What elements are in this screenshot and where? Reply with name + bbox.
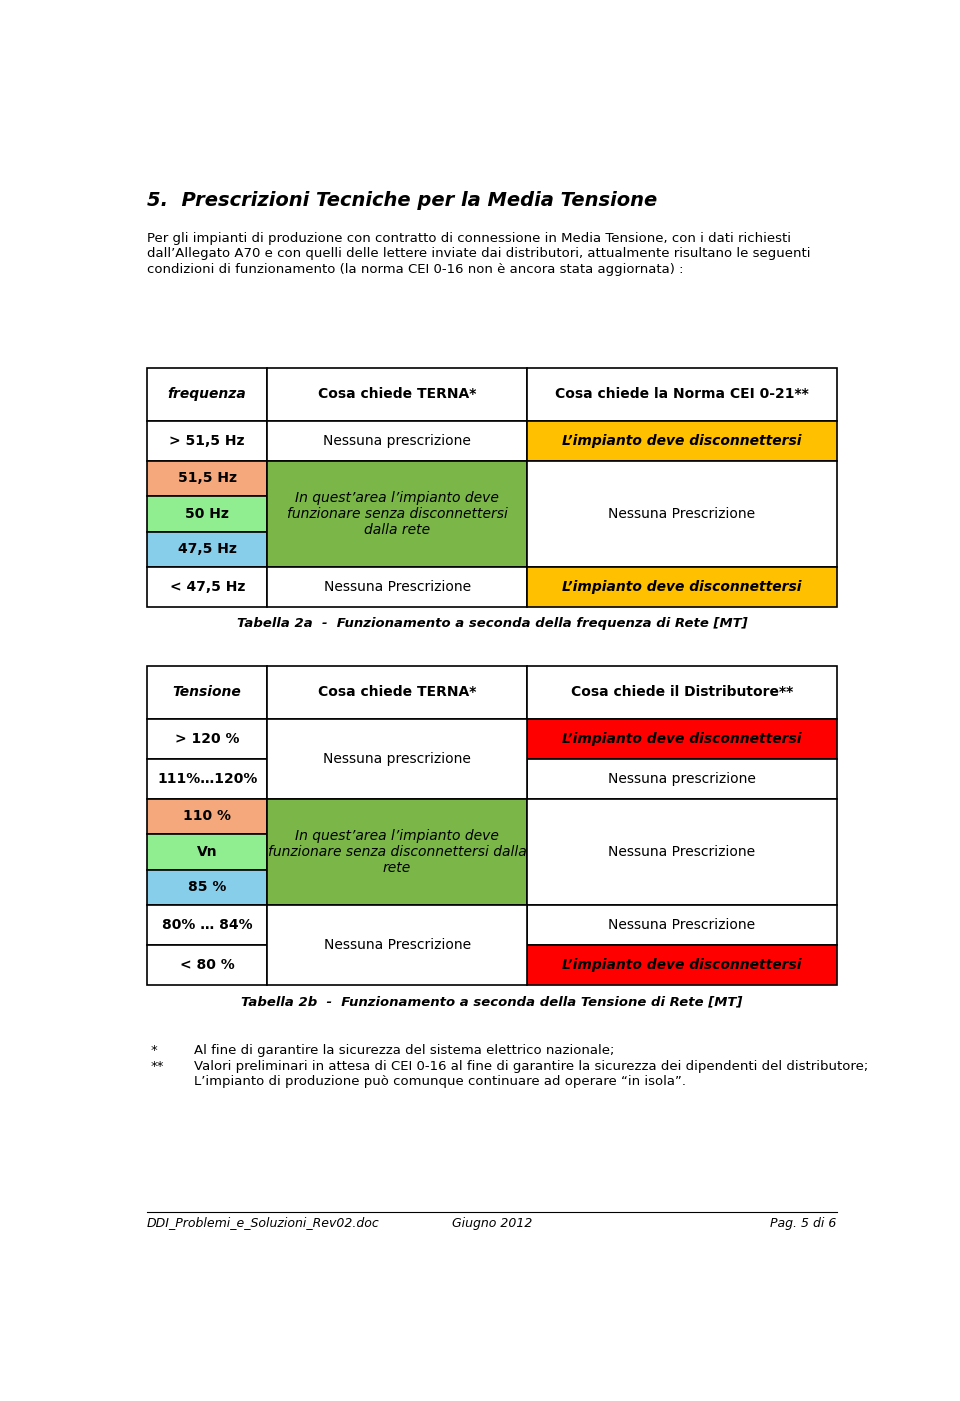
Bar <box>267 368 527 420</box>
Bar <box>527 905 837 946</box>
Bar <box>147 834 267 870</box>
Text: 50 Hz: 50 Hz <box>185 507 229 521</box>
Text: Cosa chiede TERNA*: Cosa chiede TERNA* <box>318 388 476 402</box>
Bar <box>147 461 267 496</box>
Bar <box>147 420 267 461</box>
Text: Tabella 2b  -  Funzionamento a seconda della Tensione di Rete [MT]: Tabella 2b - Funzionamento a seconda del… <box>241 996 743 1009</box>
Bar <box>147 368 267 420</box>
Text: Al fine di garantire la sicurezza del sistema elettrico nazionale;: Al fine di garantire la sicurezza del si… <box>194 1044 614 1058</box>
Text: > 120 %: > 120 % <box>175 731 239 745</box>
Text: 111%…120%: 111%…120% <box>157 772 257 786</box>
Text: 51,5 Hz: 51,5 Hz <box>178 471 237 485</box>
Bar <box>527 719 837 759</box>
Text: condizioni di funzionamento (la norma CEI 0-16 non è ancora stata aggiornata) :: condizioni di funzionamento (la norma CE… <box>147 263 684 276</box>
Bar <box>527 368 837 420</box>
Text: L’impianto di produzione può comunque continuare ad operare “in isola”.: L’impianto di produzione può comunque co… <box>194 1075 685 1089</box>
Text: In quest’area l’impianto deve
funzionare senza disconnettersi dalla
rete: In quest’area l’impianto deve funzionare… <box>268 828 526 876</box>
Text: 110 %: 110 % <box>183 810 231 824</box>
Text: Cosa chiede TERNA*: Cosa chiede TERNA* <box>318 685 476 699</box>
Text: L’impianto deve disconnettersi: L’impianto deve disconnettersi <box>563 958 802 972</box>
Bar <box>267 905 527 985</box>
Bar <box>147 496 267 531</box>
Text: Tensione: Tensione <box>173 685 242 699</box>
Bar <box>267 719 527 799</box>
Text: In quest’area l’impianto deve
funzionare senza disconnettersi
dalla rete: In quest’area l’impianto deve funzionare… <box>287 490 508 537</box>
Bar <box>527 759 837 799</box>
Bar <box>147 799 267 834</box>
Text: dall’Allegato A70 e con quelli delle lettere inviate dai distributori, attualmen: dall’Allegato A70 e con quelli delle let… <box>147 248 810 261</box>
Bar <box>147 905 267 946</box>
Text: Nessuna Prescrizione: Nessuna Prescrizione <box>609 507 756 521</box>
Text: > 51,5 Hz: > 51,5 Hz <box>169 434 245 448</box>
Text: 47,5 Hz: 47,5 Hz <box>178 542 236 556</box>
Text: *: * <box>151 1044 157 1058</box>
Text: Nessuna Prescrizione: Nessuna Prescrizione <box>324 939 470 953</box>
Text: Per gli impianti di produzione con contratto di connessione in Media Tensione, c: Per gli impianti di produzione con contr… <box>147 233 791 245</box>
Bar <box>147 870 267 905</box>
Bar <box>527 420 837 461</box>
Text: frequenza: frequenza <box>168 388 247 402</box>
Text: Giugno 2012: Giugno 2012 <box>452 1216 532 1230</box>
Text: **: ** <box>151 1059 164 1073</box>
Bar <box>147 567 267 607</box>
Text: Nessuna Prescrizione: Nessuna Prescrizione <box>324 580 470 594</box>
Text: Cosa chiede la Norma CEI 0-21**: Cosa chiede la Norma CEI 0-21** <box>555 388 808 402</box>
Text: < 80 %: < 80 % <box>180 958 234 972</box>
Bar <box>147 759 267 799</box>
Bar <box>527 667 837 719</box>
Text: Nessuna prescrizione: Nessuna prescrizione <box>324 752 471 766</box>
Bar <box>147 946 267 985</box>
Text: Nessuna Prescrizione: Nessuna Prescrizione <box>609 918 756 932</box>
Text: Vn: Vn <box>197 845 218 859</box>
Text: L’impianto deve disconnettersi: L’impianto deve disconnettersi <box>563 731 802 745</box>
Text: Valori preliminari in attesa di CEI 0-16 al fine di garantire la sicurezza dei d: Valori preliminari in attesa di CEI 0-16… <box>194 1059 868 1073</box>
Bar <box>147 719 267 759</box>
Text: Pag. 5 di 6: Pag. 5 di 6 <box>771 1216 837 1230</box>
Text: 5.  Prescrizioni Tecniche per la Media Tensione: 5. Prescrizioni Tecniche per la Media Te… <box>147 191 658 210</box>
Text: L’impianto deve disconnettersi: L’impianto deve disconnettersi <box>563 434 802 448</box>
Bar <box>267 567 527 607</box>
Bar <box>527 461 837 567</box>
Text: 85 %: 85 % <box>188 880 227 894</box>
Text: Nessuna Prescrizione: Nessuna Prescrizione <box>609 845 756 859</box>
Bar <box>147 531 267 567</box>
Bar <box>147 667 267 719</box>
Text: < 47,5 Hz: < 47,5 Hz <box>170 580 245 594</box>
Bar <box>267 461 527 567</box>
Bar <box>267 420 527 461</box>
Bar <box>527 567 837 607</box>
Bar <box>267 799 527 905</box>
Text: DDI_Problemi_e_Soluzioni_Rev02.doc: DDI_Problemi_e_Soluzioni_Rev02.doc <box>147 1216 380 1230</box>
Text: Cosa chiede il Distributore**: Cosa chiede il Distributore** <box>571 685 793 699</box>
Text: 80% … 84%: 80% … 84% <box>162 918 252 932</box>
Text: Nessuna prescrizione: Nessuna prescrizione <box>608 772 756 786</box>
Bar <box>267 667 527 719</box>
Bar <box>527 799 837 905</box>
Text: Nessuna prescrizione: Nessuna prescrizione <box>324 434 471 448</box>
Text: L’impianto deve disconnettersi: L’impianto deve disconnettersi <box>563 580 802 594</box>
Bar <box>527 946 837 985</box>
Text: Tabella 2a  -  Funzionamento a seconda della frequenza di Rete [MT]: Tabella 2a - Funzionamento a seconda del… <box>237 618 747 630</box>
